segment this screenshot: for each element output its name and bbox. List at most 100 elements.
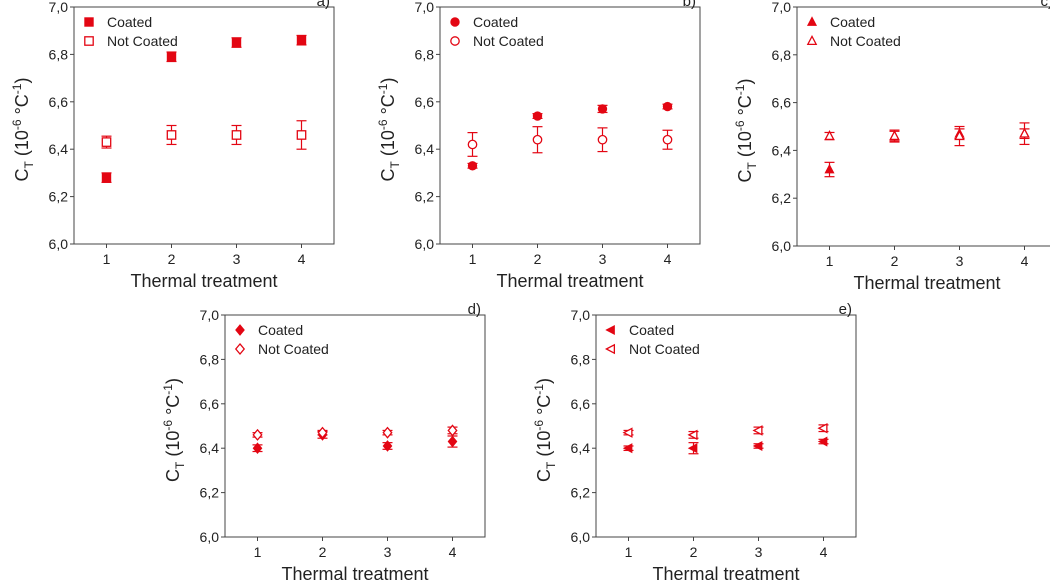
- data-point-not-coated: [231, 130, 242, 140]
- legend-label: Coated: [830, 14, 875, 30]
- legend-marker: [605, 324, 615, 336]
- legend-label: Coated: [107, 14, 152, 30]
- data-point-coated: [687, 443, 698, 454]
- data-point-not-coated: [954, 130, 965, 141]
- chart-panel-a: 6,0 6,2 6,4 6,6 6,8 7,0 1 2 3 4 Thermal treatment C…: [10, 0, 335, 291]
- legend-marker: [84, 17, 94, 27]
- y-tick-label: 7,0: [415, 0, 435, 15]
- legend-marker: [806, 16, 818, 26]
- y-tick-label: 6,2: [49, 189, 69, 205]
- data-point-not-coated: [597, 134, 608, 145]
- data-point-not-coated: [252, 428, 263, 441]
- data-point-coated: [447, 435, 458, 448]
- y-tick-label: 6,8: [415, 46, 435, 62]
- data-point-coated: [296, 35, 307, 45]
- data-point-not-coated: [317, 426, 328, 439]
- y-tick-label: 6,6: [200, 396, 220, 412]
- x-tick-label: 4: [298, 251, 306, 267]
- y-tick-label: 7,0: [49, 0, 69, 15]
- data-point-not-coated: [824, 130, 835, 141]
- y-tick-label: 6,8: [772, 47, 792, 63]
- x-axis-title: Thermal treatment: [853, 273, 1000, 293]
- data-point-not-coated: [622, 427, 633, 438]
- y-tick-label: 6,6: [415, 94, 435, 110]
- data-point-not-coated: [889, 130, 900, 141]
- chart-panel-c: 6,0 6,2 6,4 6,6 6,8 7,0 1 2 3 4 Thermal treatment C…: [733, 0, 1050, 293]
- legend-label: Not Coated: [258, 341, 329, 357]
- y-tick-label: 7,0: [200, 307, 220, 323]
- legend-marker: [450, 17, 460, 27]
- y-axis-title: CT (10-6 °C-1): [532, 378, 558, 482]
- data-point-not-coated: [382, 426, 393, 439]
- y-tick-label: 6,8: [49, 46, 69, 62]
- plot-frame: [796, 6, 1050, 247]
- legend-label: Coated: [258, 322, 303, 338]
- data-point-coated: [382, 440, 393, 452]
- legend-label: Not Coated: [629, 341, 700, 357]
- plot-frame: [595, 314, 857, 538]
- data-point-coated: [101, 172, 112, 183]
- data-point-coated: [166, 52, 177, 62]
- y-tick-label: 6,4: [415, 141, 435, 157]
- x-axis-title: Thermal treatment: [281, 564, 428, 584]
- data-point-coated: [252, 442, 263, 455]
- y-tick-label: 6,0: [415, 236, 435, 252]
- y-tick-label: 6,0: [49, 236, 69, 252]
- data-point-not-coated: [662, 134, 673, 145]
- data-point-not-coated: [447, 424, 458, 437]
- x-tick-label: 2: [690, 544, 698, 560]
- x-tick-label: 3: [384, 544, 392, 560]
- x-tick-label: 4: [449, 544, 457, 560]
- legend-marker: [450, 36, 460, 46]
- y-tick-label: 6,0: [571, 529, 591, 545]
- x-tick-label: 1: [625, 544, 633, 560]
- data-point-not-coated: [101, 137, 112, 147]
- x-tick-label: 3: [233, 251, 241, 267]
- x-axis-title: Thermal treatment: [130, 271, 277, 291]
- data-point-coated: [532, 111, 543, 121]
- y-axis-title: CT (10-6 °C-1): [161, 378, 187, 482]
- chart-panel-e: 6,0 6,2 6,4 6,6 6,8 7,0 1 2 3 4 Thermal treatment C…: [532, 301, 857, 584]
- legend-label: Not Coated: [830, 33, 901, 49]
- plot-frame: [73, 6, 335, 245]
- x-tick-label: 2: [319, 544, 327, 560]
- legend-label: Not Coated: [473, 33, 544, 49]
- y-tick-label: 6,2: [571, 485, 591, 501]
- x-tick-label: 2: [891, 253, 899, 269]
- data-point-coated: [824, 163, 835, 174]
- chart-panel-b: 6,0 6,2 6,4 6,6 6,8 7,0 1 2 3 4 Thermal treatment C…: [376, 0, 701, 291]
- y-tick-label: 6,4: [49, 141, 69, 157]
- legend-label: Coated: [473, 14, 518, 30]
- data-point-coated: [752, 440, 763, 452]
- y-tick-label: 6,2: [772, 190, 792, 206]
- x-tick-label: 2: [534, 251, 542, 267]
- y-axis-title: CT (10-6 °C-1): [376, 78, 402, 182]
- panel-label: a): [317, 0, 330, 10]
- y-tick-label: 6,0: [772, 238, 792, 254]
- y-tick-label: 6,8: [571, 351, 591, 367]
- y-tick-label: 6,6: [571, 396, 591, 412]
- data-point-coated: [597, 104, 608, 114]
- legend-label: Not Coated: [107, 33, 178, 49]
- y-tick-label: 7,0: [571, 307, 591, 323]
- legend-marker: [604, 343, 616, 355]
- x-tick-label: 1: [103, 251, 111, 267]
- x-tick-label: 4: [664, 251, 672, 267]
- y-tick-label: 6,8: [200, 351, 220, 367]
- x-tick-label: 3: [599, 251, 607, 267]
- x-tick-label: 4: [1021, 253, 1029, 269]
- y-tick-label: 6,6: [772, 95, 792, 111]
- x-tick-label: 4: [820, 544, 828, 560]
- data-point-not-coated: [296, 130, 307, 140]
- legend-marker: [806, 34, 818, 46]
- legend-marker: [235, 324, 245, 336]
- panel-label: e): [839, 301, 852, 318]
- x-tick-label: 3: [755, 544, 763, 560]
- panel-label: d): [468, 301, 481, 318]
- y-tick-label: 6,4: [772, 142, 792, 158]
- data-point-coated: [231, 37, 242, 48]
- data-point-not-coated: [687, 429, 698, 441]
- legend-marker: [84, 36, 94, 46]
- data-point-coated: [467, 161, 478, 171]
